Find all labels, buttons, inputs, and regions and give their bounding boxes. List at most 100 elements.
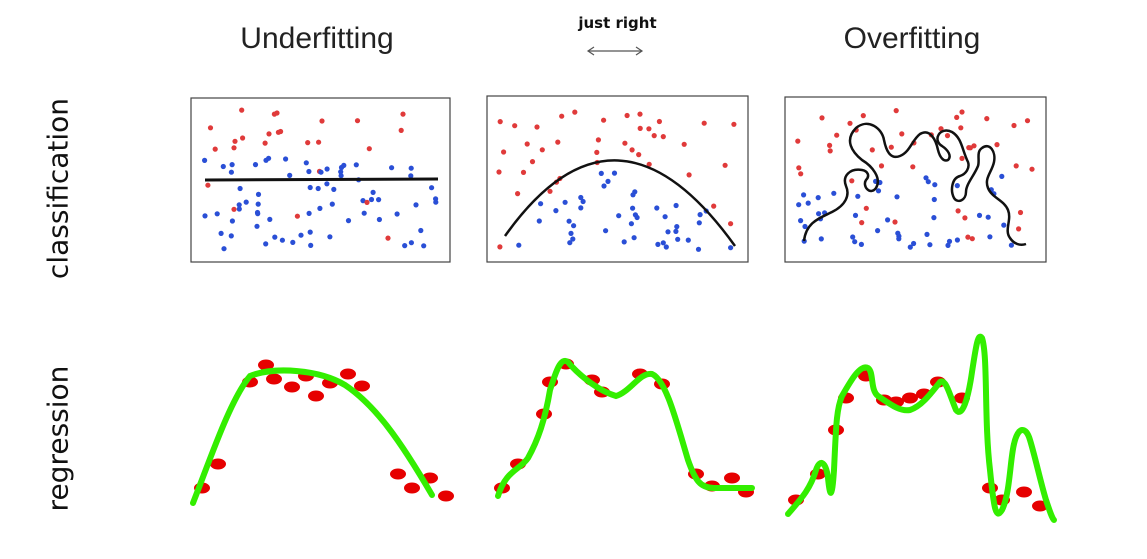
class-a-point (860, 113, 866, 119)
class-b-point (885, 217, 891, 223)
class-b-point (805, 200, 811, 206)
class-b-point (655, 241, 661, 247)
class-a-point (262, 140, 268, 146)
class-a-point (1017, 209, 1024, 216)
class-b-point (850, 234, 856, 240)
regression-point (902, 392, 918, 404)
class-b-point (632, 212, 639, 218)
class-b-point (318, 169, 324, 175)
class-a-point (497, 244, 503, 250)
class-b-point (263, 241, 269, 247)
class-b-point (630, 205, 636, 211)
class-b-point (562, 199, 568, 205)
class-a-point (849, 178, 855, 184)
class-a-point (893, 108, 899, 114)
class-a-point (496, 169, 502, 175)
class-a-point (878, 163, 885, 169)
class-b-point (255, 191, 262, 197)
class-a-point (207, 125, 214, 131)
class-b-point (1008, 242, 1015, 248)
class-a-point (731, 121, 737, 127)
class-b-point (945, 242, 951, 248)
class-b-point (815, 195, 821, 201)
class-b-point (673, 228, 679, 234)
class-b-point (696, 220, 702, 226)
class-b-point (630, 192, 636, 198)
class-b-point (228, 233, 234, 239)
class-a-point (595, 137, 602, 143)
class-a-point (651, 133, 657, 139)
class-a-point (559, 113, 565, 119)
class-a-point (636, 152, 642, 158)
fit-curve-justright (495, 357, 755, 499)
class-a-point (232, 138, 238, 144)
boundary-line-underfit (204, 177, 439, 182)
class-b-point (254, 209, 261, 216)
class-b-point (924, 231, 930, 237)
class-a-point (819, 115, 825, 121)
regression-point (390, 468, 406, 480)
class-a-point (646, 126, 652, 132)
class-a-point (524, 141, 530, 147)
class-b-point (408, 240, 414, 246)
class-b-point (1001, 222, 1007, 228)
class-a-point (965, 234, 971, 240)
class-b-point (368, 196, 375, 203)
class-b-point (306, 168, 312, 175)
class-b-point (695, 246, 702, 252)
class-b-point (932, 182, 938, 188)
class-a-point (266, 131, 272, 137)
class-a-point (520, 169, 527, 175)
class-a-point (686, 172, 692, 178)
class-b-point (985, 214, 991, 220)
class-a-point (899, 131, 905, 137)
regression-point (284, 381, 300, 393)
class-b-point (421, 243, 427, 249)
class-b-point (568, 230, 574, 236)
class-b-point (236, 202, 242, 208)
class-b-point (267, 216, 273, 222)
class-b-point (976, 212, 983, 218)
class-b-point (580, 198, 586, 205)
class-a-point (512, 123, 518, 129)
class-b-point (894, 194, 900, 200)
class-b-point (673, 202, 679, 209)
class-a-point (572, 109, 578, 115)
regression-point (210, 458, 226, 470)
class-a-point (398, 127, 404, 133)
fit-curve-underfit (190, 367, 435, 506)
class-b-point (536, 218, 542, 224)
class-b-point (360, 198, 366, 204)
class-b-point (394, 211, 400, 217)
class-a-point (795, 138, 801, 144)
class-b-point (578, 194, 584, 201)
class-a-point (869, 147, 875, 153)
class-b-point (798, 218, 804, 224)
class-b-point (331, 186, 337, 192)
class-b-point (402, 243, 408, 249)
class-b-point (660, 240, 666, 246)
regression-point (404, 482, 420, 494)
fit-curve-overfit (785, 333, 1057, 523)
class-b-point (254, 223, 260, 229)
class-b-point (621, 239, 627, 245)
class-a-point (722, 162, 728, 168)
class-a-point (497, 119, 503, 125)
class-b-point (353, 162, 359, 168)
class-a-point (305, 140, 311, 146)
class-b-point (307, 184, 313, 191)
class-a-point (637, 111, 643, 117)
class-b-point (303, 160, 309, 166)
class-b-point (376, 197, 382, 203)
class-b-point (237, 185, 243, 192)
class-b-point (571, 223, 577, 229)
class-b-point (931, 196, 937, 203)
class-b-point (308, 242, 314, 248)
class-a-point (938, 126, 944, 132)
class-b-point (220, 163, 226, 170)
class-b-point (662, 214, 668, 220)
class-b-point (341, 162, 347, 168)
class-a-point (637, 125, 643, 131)
class-b-point (229, 218, 235, 224)
class-a-point (944, 133, 951, 139)
